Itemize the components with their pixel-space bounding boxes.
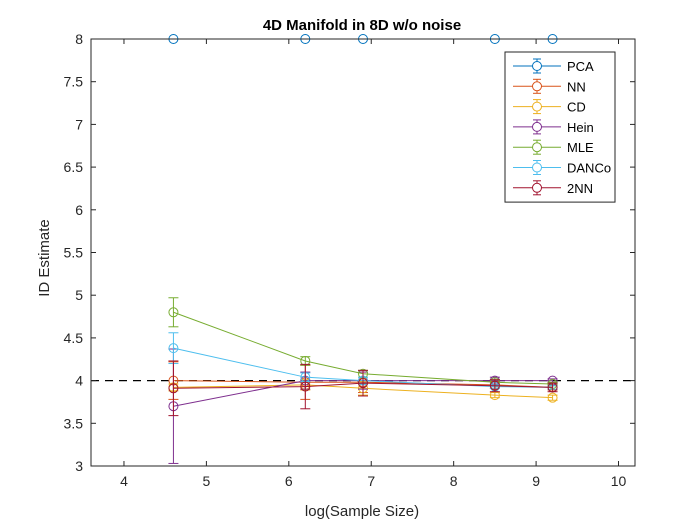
legend-entry-cd: CD [513, 99, 586, 115]
legend-marker [532, 101, 542, 112]
y-tick-label: 4.5 [64, 330, 84, 346]
legend-marker [532, 142, 542, 153]
legend-marker [532, 162, 542, 173]
y-tick-label: 6 [75, 202, 83, 218]
legend-entry-danco: DANCo [513, 160, 611, 176]
x-tick-label: 7 [367, 473, 375, 489]
y-tick-label: 8 [75, 31, 83, 47]
legend-label: Hein [567, 120, 594, 135]
axes: 4 5 6 7 8 9 10 3 3.5 4 4.5 5 5.5 6 6.5 7 7.5 8 [64, 31, 636, 489]
legend-marker [532, 61, 542, 71]
y-tick-label: 7.5 [64, 74, 84, 90]
legend-label: MLE [567, 140, 594, 155]
y-tick-label: 5 [75, 287, 83, 303]
y-tick-label: 3 [75, 458, 83, 474]
x-tick-label: 5 [202, 473, 210, 489]
legend-entry-pca: PCA [513, 58, 594, 74]
chart-title: 4D Manifold in 8D w/o noise [263, 17, 461, 34]
data-point [547, 382, 558, 393]
legend-entry-hein: Hein [513, 119, 594, 135]
legend-marker [532, 81, 542, 92]
x-tick-label: 6 [285, 473, 293, 489]
y-tick-label: 3.5 [64, 415, 84, 431]
y-tick-label: 7 [75, 116, 83, 132]
y-tick-label: 4 [75, 373, 83, 389]
legend-marker [532, 182, 542, 193]
data-point [168, 383, 179, 394]
legend-entry-nn: NN [513, 78, 586, 94]
legend-label: CD [567, 100, 586, 115]
legend-label: PCA [567, 59, 594, 74]
x-tick-label: 9 [532, 473, 540, 489]
x-tick-label: 4 [120, 473, 128, 489]
legend-entry-2nn: 2NN [513, 180, 593, 196]
data-point [489, 380, 500, 391]
data-point [168, 307, 179, 318]
legend: PCA NN CD Hein MLE DANCo 2NN [504, 51, 616, 203]
x-tick-label: 8 [450, 473, 458, 489]
legend-label: DANCo [567, 161, 611, 176]
data-point [300, 381, 311, 392]
data-point [168, 343, 179, 354]
plot-area [91, 34, 635, 464]
series-2nn [168, 360, 558, 417]
data-point [547, 392, 558, 403]
series-hein [168, 348, 558, 464]
x-axis-label: log(Sample Size) [305, 503, 419, 520]
x-tick-label: 10 [611, 473, 627, 489]
y-tick-label: 6.5 [64, 159, 84, 175]
data-point [358, 378, 368, 389]
y-axis-label: ID Estimate [36, 219, 53, 297]
legend-label: NN [567, 79, 586, 94]
y-tick-label: 5.5 [64, 245, 84, 261]
legend-marker [532, 121, 542, 132]
legend-label: 2NN [567, 181, 593, 196]
legend-entry-mle: MLE [513, 139, 594, 155]
